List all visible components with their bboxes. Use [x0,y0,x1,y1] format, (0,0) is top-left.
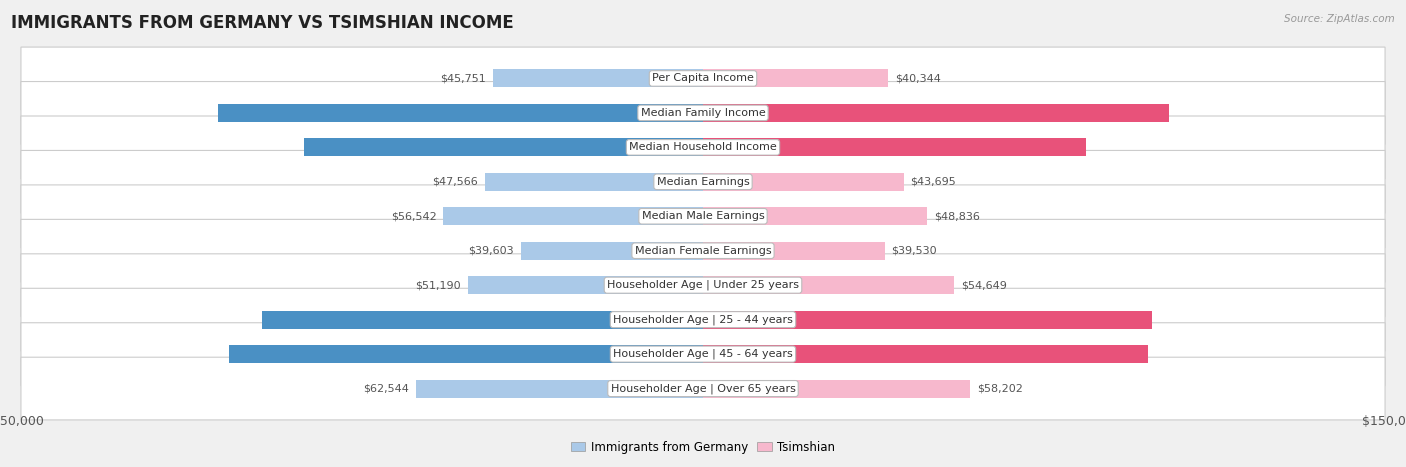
Bar [703,104,1170,122]
Text: $56,542: $56,542 [391,211,436,221]
Text: $58,202: $58,202 [977,383,1024,394]
Text: Median Household Income: Median Household Income [628,142,778,152]
Text: $45,751: $45,751 [440,73,486,84]
Bar [703,70,889,87]
FancyBboxPatch shape [21,82,1385,144]
FancyBboxPatch shape [21,288,1385,351]
Bar [703,380,970,397]
Text: Median Female Earnings: Median Female Earnings [634,246,772,256]
Text: Householder Age | 45 - 64 years: Householder Age | 45 - 64 years [613,349,793,359]
Text: $86,764: $86,764 [688,142,738,152]
Text: $97,809: $97,809 [671,315,721,325]
Text: $95,913: $95,913 [685,315,737,325]
Text: $101,543: $101,543 [664,108,721,118]
Text: $103,282: $103,282 [685,349,742,359]
Text: $40,344: $40,344 [896,73,941,84]
Bar [443,207,703,225]
Text: $62,544: $62,544 [363,383,409,394]
Text: $51,190: $51,190 [415,280,461,290]
FancyBboxPatch shape [21,254,1385,317]
FancyBboxPatch shape [21,357,1385,420]
Text: Householder Age | Under 25 years: Householder Age | Under 25 years [607,280,799,290]
Bar [703,311,1153,329]
FancyBboxPatch shape [21,116,1385,179]
Text: IMMIGRANTS FROM GERMANY VS TSIMSHIAN INCOME: IMMIGRANTS FROM GERMANY VS TSIMSHIAN INC… [11,14,515,32]
Bar [703,276,955,294]
Text: Householder Age | 25 - 44 years: Householder Age | 25 - 44 years [613,314,793,325]
Text: Source: ZipAtlas.com: Source: ZipAtlas.com [1284,14,1395,24]
Text: $39,603: $39,603 [468,246,515,256]
Text: Median Earnings: Median Earnings [657,177,749,187]
Text: $83,346: $83,346 [668,142,718,152]
Bar [703,242,884,260]
Bar [263,311,703,329]
FancyBboxPatch shape [21,185,1385,248]
FancyBboxPatch shape [21,219,1385,282]
Bar [229,345,703,363]
Bar [703,138,1085,156]
Text: $47,566: $47,566 [432,177,478,187]
Bar [416,380,703,397]
Bar [218,104,703,122]
FancyBboxPatch shape [21,323,1385,385]
Bar [522,242,703,260]
Bar [468,276,703,294]
FancyBboxPatch shape [21,47,1385,110]
Bar [703,173,904,191]
Bar [703,345,1147,363]
Bar [703,207,928,225]
Legend: Immigrants from Germany, Tsimshian: Immigrants from Germany, Tsimshian [565,436,841,458]
Bar [485,173,703,191]
Text: $48,836: $48,836 [934,211,980,221]
Text: Per Capita Income: Per Capita Income [652,73,754,84]
FancyBboxPatch shape [21,150,1385,213]
Text: $96,783: $96,783 [669,349,721,359]
Bar [494,70,703,87]
Text: $105,507: $105,507 [683,108,741,118]
Text: $54,649: $54,649 [960,280,1007,290]
Text: Median Family Income: Median Family Income [641,108,765,118]
Bar [305,138,703,156]
Text: $43,695: $43,695 [911,177,956,187]
Text: Householder Age | Over 65 years: Householder Age | Over 65 years [610,383,796,394]
Text: Median Male Earnings: Median Male Earnings [641,211,765,221]
Text: $39,530: $39,530 [891,246,936,256]
